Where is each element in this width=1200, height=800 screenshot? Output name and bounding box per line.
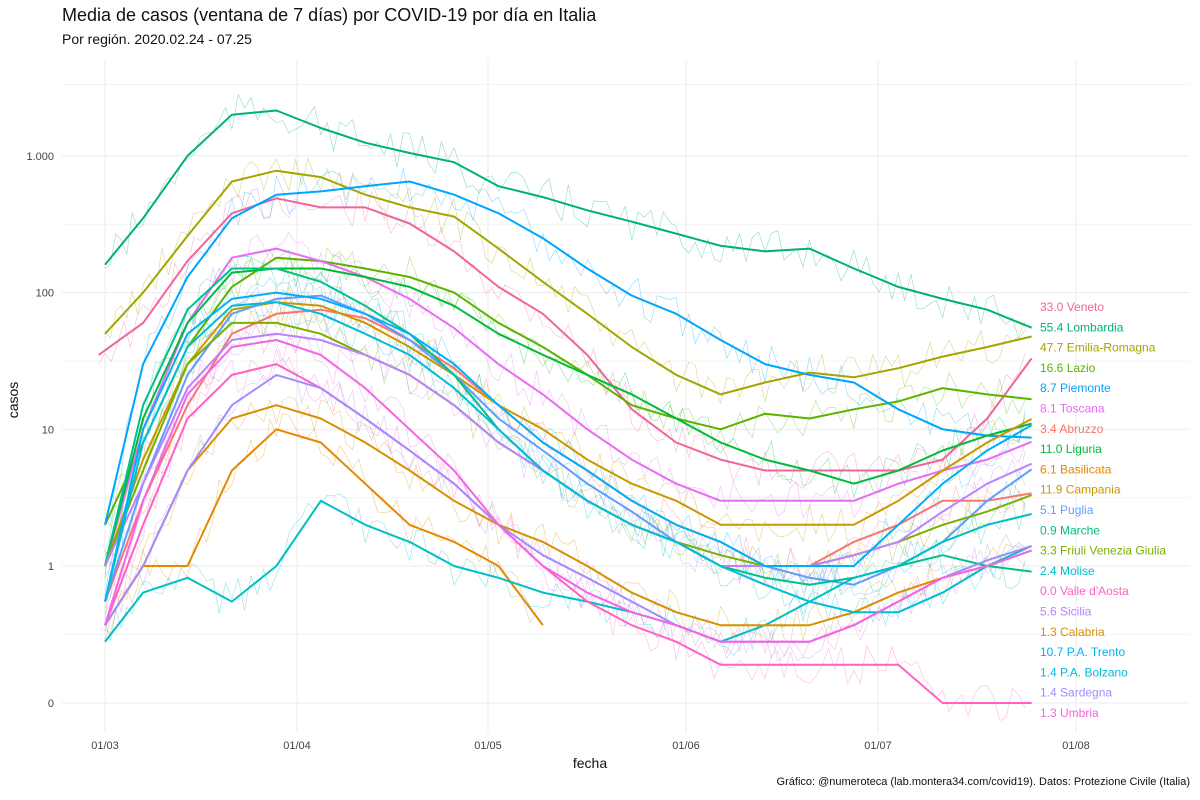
series-line [104, 308, 1032, 602]
y-tick-label: 1 [48, 561, 54, 573]
x-axis-ticks: 01/03 01/04 01/05 01/06 01/07 01/08 [91, 740, 1090, 752]
series-end-label: 1.3 Calabria [1040, 625, 1105, 639]
series-line [104, 404, 1032, 627]
x-tick-label: 01/04 [283, 740, 311, 752]
series-daily-trace [104, 396, 1026, 644]
y-tick-label: 0 [48, 698, 54, 710]
series-end-label: 8.1 Toscana [1040, 402, 1105, 416]
y-axis-title: casos [5, 382, 21, 419]
y-axis-ticks: 0 1 10 100 1.000 [26, 151, 54, 710]
series-lines [98, 93, 1033, 722]
series-line [104, 363, 1032, 704]
series-daily-trace [104, 231, 1026, 567]
series-end-label: 2.4 Molise [1040, 564, 1095, 578]
series-daily-trace [104, 168, 1026, 519]
series-end-labels: 33.0 Veneto 55.4 Lombardia 47.7 Emilia-Rom… [1040, 300, 1166, 720]
series-end-label: 5.1 Puglia [1040, 503, 1094, 517]
y-tick-label: 1.000 [26, 151, 54, 163]
series-end-label: 16.6 Lazio [1040, 361, 1096, 375]
series-daily-trace [104, 358, 1026, 661]
series-end-label: 1.4 Sardegna [1040, 686, 1112, 700]
y-tick-label: 10 [42, 424, 54, 436]
series-line [104, 180, 1032, 526]
series-end-label: 11.9 Campania [1040, 483, 1121, 497]
series-line [104, 291, 1033, 602]
series-end-label: 47.7 Emilia-Romagna [1040, 341, 1156, 355]
series-end-label: 5.6 Sicilia [1040, 605, 1092, 619]
series-line [104, 339, 1032, 643]
series-line [104, 499, 1032, 643]
x-tick-label: 01/06 [672, 740, 700, 752]
series-daily-trace [104, 292, 1026, 619]
x-tick-label: 01/05 [474, 740, 502, 752]
x-tick-label: 01/03 [91, 740, 119, 752]
series-line [104, 428, 544, 626]
x-tick-label: 01/07 [864, 740, 892, 752]
chart-subtitle: Por región. 2020.02.24 - 07.25 [62, 31, 252, 47]
series-line [104, 169, 1032, 396]
series-line [104, 109, 1032, 329]
x-axis-title: fecha [573, 755, 607, 771]
series-daily-trace [104, 278, 1026, 598]
series-line [104, 301, 1033, 614]
series-end-label: 0.0 Valle d'Aosta [1040, 584, 1129, 598]
series-end-label: 55.4 Lombardia [1040, 320, 1124, 334]
y-tick-label: 100 [36, 288, 54, 300]
series-line [104, 267, 1032, 567]
series-line [104, 256, 1032, 526]
series-end-label: 11.0 Liguria [1040, 442, 1102, 456]
chart-title: Media de casos (ventana de 7 días) por C… [62, 5, 597, 25]
chart-caption: Gráfico: @numeroteca (lab.montera34.com/… [776, 776, 1190, 788]
series-end-label: 0.9 Marche [1040, 523, 1100, 537]
series-daily-trace [104, 493, 1026, 656]
series-line [104, 267, 1032, 586]
series-daily-trace [104, 348, 1026, 722]
series-end-label: 33.0 Veneto [1040, 300, 1104, 314]
series-daily-trace [104, 306, 1026, 583]
series-end-label: 1.3 Umbria [1040, 706, 1099, 720]
series-daily-trace [104, 249, 1026, 579]
series-end-label: 3.3 Friuli Venezia Giulia [1040, 544, 1166, 558]
series-end-label: 6.1 Basilicata [1040, 462, 1112, 476]
series-daily-trace [104, 276, 1026, 601]
gridlines [62, 60, 1190, 733]
series-end-label: 10.7 P.A. Trento [1040, 645, 1125, 659]
series-daily-trace [104, 322, 1026, 662]
series-daily-trace [98, 187, 1026, 490]
series-line [104, 247, 1032, 567]
series-end-label: 3.4 Abruzzo [1040, 422, 1104, 436]
series-end-label: 1.4 P.A. Bolzano [1040, 665, 1128, 679]
series-daily-trace [104, 255, 1026, 603]
x-tick-label: 01/08 [1062, 740, 1090, 752]
series-line [104, 294, 1033, 602]
series-daily-trace [104, 157, 1026, 405]
series-daily-trace [104, 289, 1026, 626]
series-end-label: 8.7 Piemonte [1040, 381, 1111, 395]
